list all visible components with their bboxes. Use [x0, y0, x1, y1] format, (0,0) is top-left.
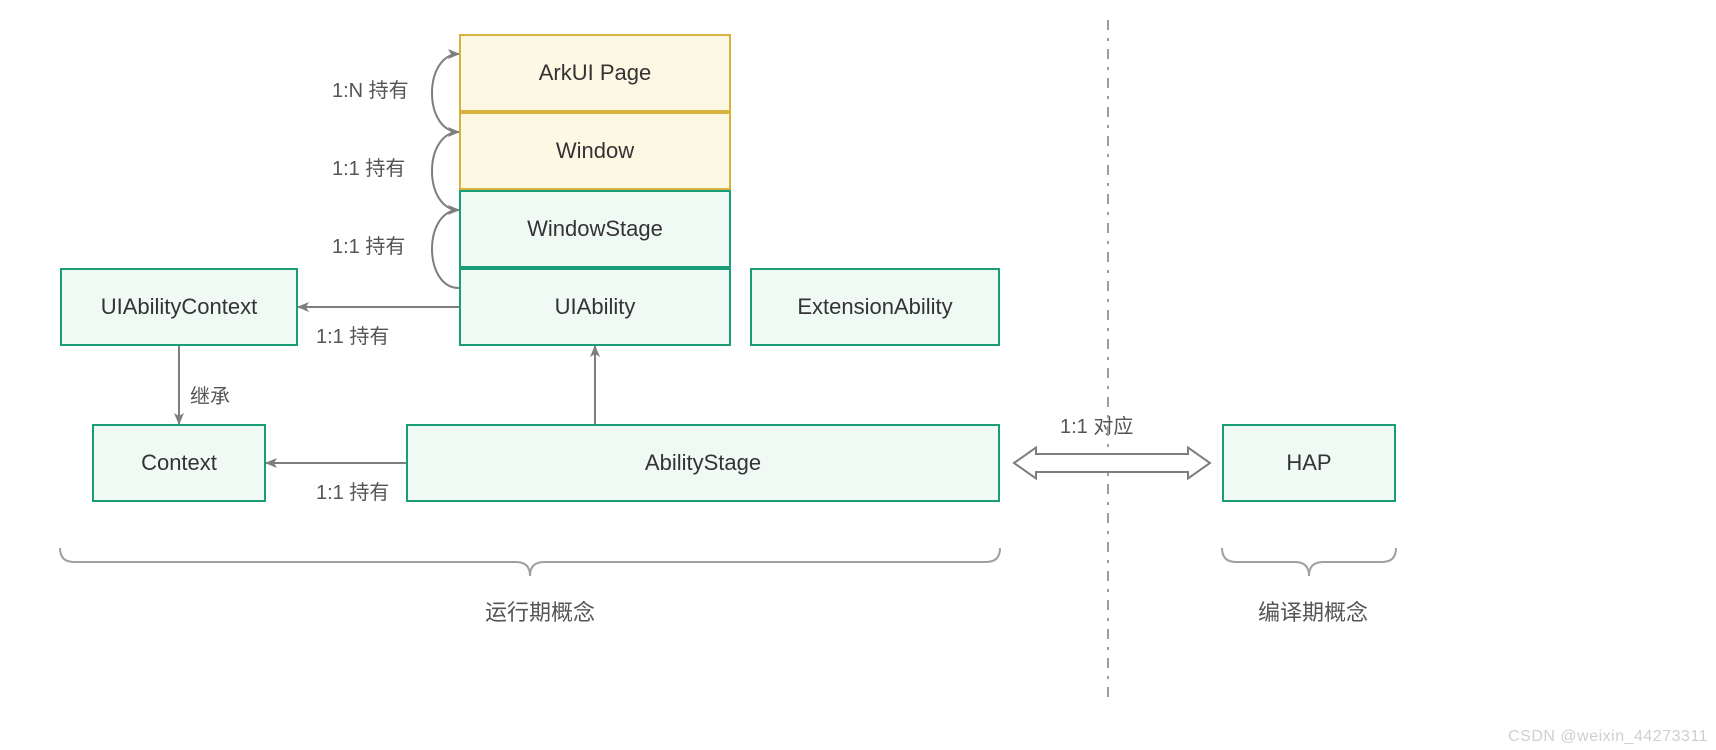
- node-window: Window: [459, 112, 731, 190]
- node-ability-stage: AbilityStage: [406, 424, 1000, 502]
- node-label: Window: [556, 138, 634, 164]
- node-label: WindowStage: [527, 216, 663, 242]
- node-label: ArkUI Page: [539, 60, 652, 86]
- node-label: HAP: [1286, 450, 1331, 476]
- group-label-runtime: 运行期概念: [485, 595, 595, 627]
- edge-label-arkui-window: 1:N 持有: [332, 74, 409, 103]
- node-label: UIAbility: [555, 294, 636, 320]
- diagram-overlay: [0, 0, 1716, 750]
- node-windowstage: WindowStage: [459, 190, 731, 268]
- edge-label-ws-uiability: 1:1 持有: [332, 230, 405, 259]
- node-uiability: UIAbility: [459, 268, 731, 346]
- node-label: UIAbilityContext: [101, 294, 258, 320]
- group-label-compile: 编译期概念: [1258, 595, 1368, 627]
- node-context: Context: [92, 424, 266, 502]
- node-extension-ability: ExtensionAbility: [750, 268, 1000, 346]
- node-label: AbilityStage: [645, 450, 761, 476]
- edge-label-astage-ctx: 1:1 持有: [316, 476, 389, 505]
- node-label: Context: [141, 450, 217, 476]
- node-arkui-page: ArkUI Page: [459, 34, 731, 112]
- edge-label-uiability-ctx: 1:1 持有: [316, 320, 389, 349]
- edge-label-inherit: 继承: [190, 380, 230, 409]
- node-hap: HAP: [1222, 424, 1396, 502]
- edge-label-window-ws: 1:1 持有: [332, 152, 405, 181]
- edge-label-correspond: 1:1 对应: [1060, 410, 1133, 439]
- node-uiability-context: UIAbilityContext: [60, 268, 298, 346]
- watermark: CSDN @weixin_44273311: [1508, 728, 1708, 746]
- node-label: ExtensionAbility: [797, 294, 952, 320]
